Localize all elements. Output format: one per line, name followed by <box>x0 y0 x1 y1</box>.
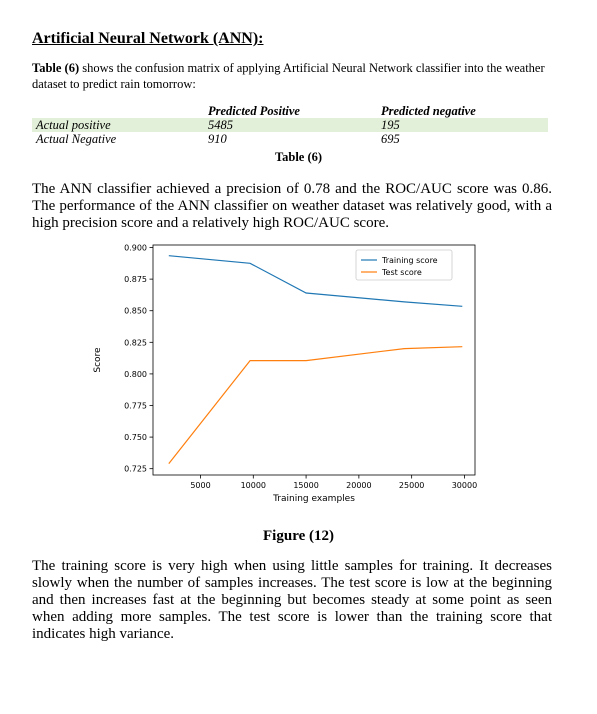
y-tick-label: 0.875 <box>124 275 147 284</box>
x-axis: 5000 10000 15000 20000 25000 30000 <box>190 475 477 490</box>
col-header-predicted-negative: Predicted negative <box>381 104 476 118</box>
table-caption: Table (6) <box>274 150 323 164</box>
table-cell: 910 <box>208 132 227 146</box>
confusion-matrix-table: Predicted Positive Predicted negative Ac… <box>32 104 548 146</box>
y-tick-label: 0.725 <box>124 465 147 474</box>
table-row: Actual positive 5485 195 <box>32 118 548 132</box>
legend-entry: Test score <box>381 268 422 277</box>
y-tick-label: 0.850 <box>124 307 147 316</box>
legend-frame <box>355 249 453 281</box>
x-tick-label: 25000 <box>399 481 424 490</box>
y-axis-label: Score <box>93 347 103 373</box>
results-paragraph: The ANN classifier achieved a precision … <box>32 181 552 231</box>
y-axis: 0.725 0.750 0.775 0.800 0.825 0.850 0.875 0.900 <box>124 244 153 474</box>
y-tick-label: 0.900 <box>124 244 147 253</box>
intro-text: shows the confusion matrix of applying A… <box>32 61 545 91</box>
analysis-paragraph: The training score is very high when usi… <box>32 558 552 642</box>
plot-area <box>152 244 476 476</box>
table-cell: 695 <box>381 132 400 146</box>
legend-entry: Training score <box>381 256 438 265</box>
table-header-row: Predicted Positive Predicted negative <box>32 104 548 118</box>
section-heading: Artificial Neural Network (ANN): <box>32 30 264 47</box>
row-label-actual-negative: Actual Negative <box>36 132 117 146</box>
table-row: Actual Negative 910 695 <box>32 132 548 146</box>
y-tick-label: 0.800 <box>124 370 147 379</box>
x-tick-label: 30000 <box>452 481 477 490</box>
x-axis-label: Training examples <box>272 494 355 504</box>
row-label-actual-positive: Actual positive <box>36 118 111 132</box>
x-tick-label: 5000 <box>190 481 210 490</box>
series-line-test <box>168 346 463 464</box>
series-line-training <box>168 255 463 307</box>
series-lines <box>168 255 463 464</box>
intro-paragraph: Table (6) shows the confusion matrix of … <box>32 60 552 92</box>
x-tick-label: 15000 <box>293 481 318 490</box>
table-cell: 5485 <box>208 118 233 132</box>
col-header-predicted-positive: Predicted Positive <box>208 104 300 118</box>
chart-legend: Training score Test score <box>355 249 453 281</box>
y-tick-label: 0.825 <box>124 338 147 347</box>
y-tick-label: 0.750 <box>124 433 147 442</box>
learning-curve-chart: 5000 10000 15000 20000 25000 30000 0.725 0.750… <box>93 244 477 504</box>
figure-caption: Figure (12) <box>263 528 334 544</box>
y-tick-label: 0.775 <box>124 401 147 410</box>
table-reference: Table (6) <box>32 61 80 75</box>
x-tick-label: 10000 <box>241 481 266 490</box>
table-cell: 195 <box>381 118 400 132</box>
x-tick-label: 20000 <box>346 481 371 490</box>
